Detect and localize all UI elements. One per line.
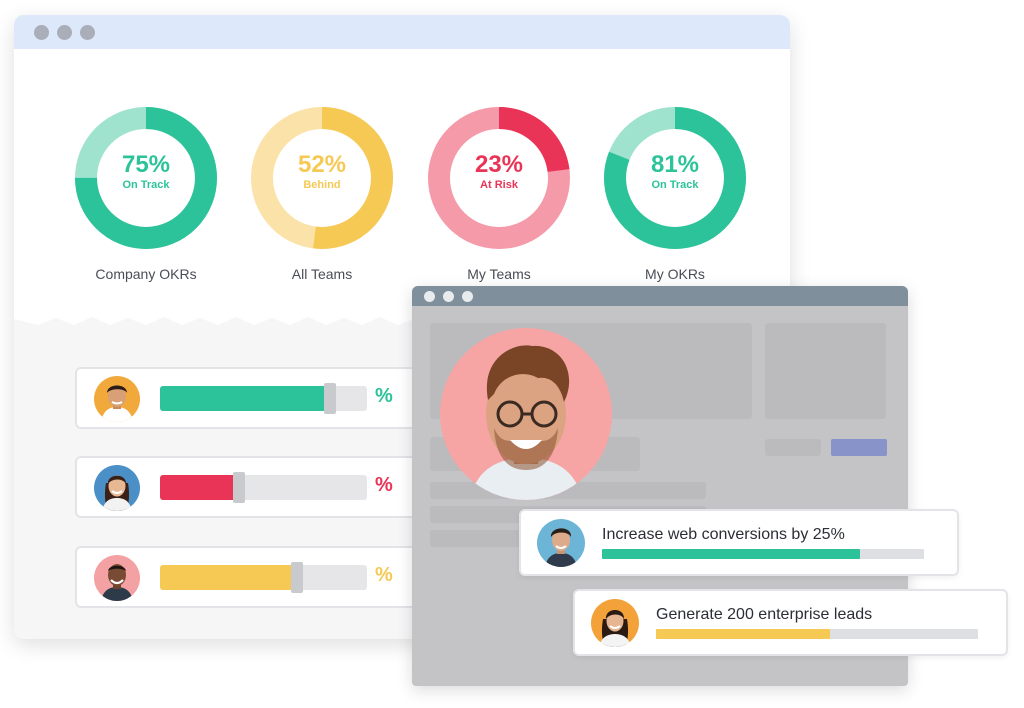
progress-slider-handle[interactable]	[291, 562, 303, 593]
objective-progress-fill	[656, 629, 830, 639]
progress-row: %	[75, 546, 435, 608]
percent-symbol: %	[375, 564, 393, 586]
progress-row: %	[75, 367, 435, 429]
donut-status: On Track	[651, 179, 699, 191]
zigzag-divider	[14, 315, 790, 325]
person-avatar-icon	[537, 519, 585, 567]
donut-percent: 81%	[650, 151, 700, 178]
donut-status: At Risk	[480, 179, 518, 191]
donut-label: My Teams	[467, 266, 531, 282]
progress-slider-track[interactable]	[160, 562, 367, 593]
user-profile-avatar-icon	[440, 328, 612, 500]
donut-my-okrs[interactable]: 81% On Track	[604, 107, 746, 249]
window-control-dot[interactable]	[443, 291, 454, 302]
donut-label: My OKRs	[645, 266, 705, 282]
donut-label: Company OKRs	[95, 266, 197, 282]
window-control-dot[interactable]	[462, 291, 473, 302]
person-avatar-icon	[591, 599, 639, 647]
objective-progress-track	[656, 629, 978, 639]
progress-slider-track[interactable]	[160, 383, 367, 414]
donut-progress-arc	[604, 107, 746, 249]
progress-slider-track[interactable]	[160, 472, 367, 503]
window-titlebar	[412, 286, 908, 306]
button-placeholder[interactable]	[765, 439, 821, 456]
primary-button-placeholder[interactable]	[831, 439, 887, 456]
content-placeholder	[765, 323, 886, 419]
donut-my-teams[interactable]: 23% At Risk	[428, 107, 570, 249]
window-titlebar	[14, 15, 790, 49]
objective-card[interactable]: Increase web conversions by 25%	[519, 509, 959, 576]
percent-symbol: %	[375, 385, 393, 407]
objective-progress-fill	[602, 549, 860, 559]
donut-chart	[75, 107, 217, 249]
donut-status: Behind	[303, 179, 341, 191]
donut-progress-arc	[75, 107, 217, 249]
donut-chart	[251, 107, 393, 249]
progress-row: %	[75, 456, 435, 518]
objective-title: Generate 200 enterprise leads	[656, 606, 873, 623]
window-control-dot[interactable]	[80, 25, 95, 40]
progress-fill	[160, 475, 239, 500]
window-control-dot[interactable]	[57, 25, 72, 40]
donut-status: On Track	[122, 179, 170, 191]
objective-progress-track	[602, 549, 924, 559]
donut-progress-arc	[428, 107, 570, 249]
donut-progress-arc	[251, 107, 393, 249]
objective-title: Increase web conversions by 25%	[602, 526, 845, 543]
progress-slider-handle[interactable]	[233, 472, 245, 503]
progress-slider-handle[interactable]	[324, 383, 336, 414]
progress-fill	[160, 565, 297, 590]
percent-symbol: %	[375, 474, 393, 496]
person-avatar-icon	[94, 555, 140, 601]
progress-fill	[160, 386, 330, 411]
donut-label: All Teams	[291, 266, 353, 282]
donut-chart	[604, 107, 746, 249]
donut-chart	[428, 107, 570, 249]
window-control-dot[interactable]	[424, 291, 435, 302]
donut-percent: 23%	[474, 151, 524, 178]
objective-card[interactable]: Generate 200 enterprise leads	[573, 589, 1008, 656]
donut-company-okrs[interactable]: 75% On Track	[75, 107, 217, 249]
window-control-dot[interactable]	[34, 25, 49, 40]
donut-percent: 75%	[121, 151, 171, 178]
donut-percent: 52%	[297, 151, 347, 178]
person-avatar-icon	[94, 465, 140, 511]
person-avatar-icon	[94, 376, 140, 422]
donut-all-teams[interactable]: 52% Behind	[251, 107, 393, 249]
